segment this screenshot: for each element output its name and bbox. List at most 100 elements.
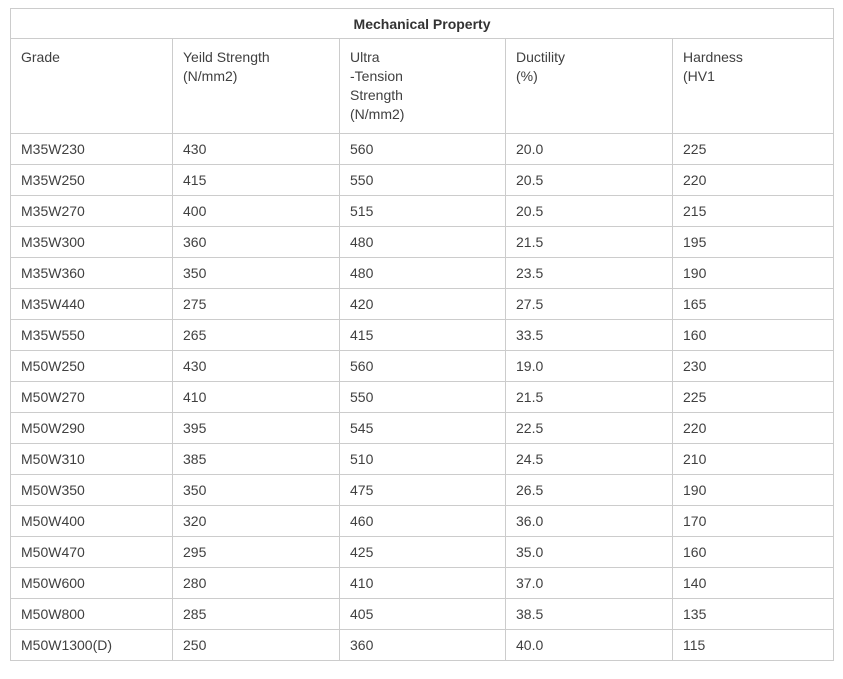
table-cell: 410 — [172, 381, 340, 413]
table-cell: M50W600 — [10, 567, 173, 599]
table-cell: 350 — [172, 474, 340, 506]
table-row: M50W310 385 510 24.5 210 — [10, 443, 835, 475]
table-row: M35W360 350 480 23.5 190 — [10, 257, 835, 289]
table-cell: 250 — [172, 629, 340, 661]
table-cell: 38.5 — [505, 598, 673, 630]
table-cell: 33.5 — [505, 319, 673, 351]
table-cell: 560 — [339, 133, 506, 165]
table-cell: 230 — [671, 350, 835, 382]
table-cell: M50W400 — [10, 505, 173, 537]
table-row: M35W250 415 550 20.5 220 — [10, 164, 835, 196]
table-cell: M50W350 — [10, 474, 173, 506]
table-cell: 27.5 — [505, 288, 673, 320]
table-cell: 26.5 — [505, 474, 673, 506]
table-cell: 410 — [339, 567, 506, 599]
table-row: M35W440 275 420 27.5 165 — [10, 288, 835, 320]
table-cell: 21.5 — [505, 381, 673, 413]
table-cell: M35W270 — [10, 195, 173, 227]
table-row: M50W600 280 410 37.0 140 — [10, 567, 835, 599]
table-cell: M35W440 — [10, 288, 173, 320]
table-cell: 210 — [671, 443, 835, 475]
table-cell: 190 — [671, 474, 835, 506]
table-row: M50W250 430 560 19.0 230 — [10, 350, 835, 382]
table-row: M35W230 430 560 20.0 225 — [10, 133, 835, 165]
mechanical-property-table: Mechanical Property Grade Yeild Strength… — [9, 8, 835, 661]
table-cell: 21.5 — [505, 226, 673, 258]
table-cell: 20.0 — [505, 133, 673, 165]
table-cell: 36.0 — [505, 505, 673, 537]
table-cell: 35.0 — [505, 536, 673, 568]
table-cell: 22.5 — [505, 412, 673, 444]
column-header-yield-strength: Yeild Strength (N/mm2) — [172, 38, 340, 134]
table-cell: 475 — [339, 474, 506, 506]
table-row: M50W1300(D) 250 360 40.0 115 — [10, 629, 835, 661]
table-cell: 350 — [172, 257, 340, 289]
table-cell: 295 — [172, 536, 340, 568]
column-header-hardness: Hardness (HV1 — [671, 38, 835, 134]
table-cell: 545 — [339, 412, 506, 444]
table-cell: 550 — [339, 381, 506, 413]
table-cell: 195 — [671, 226, 835, 258]
table-cell: M35W360 — [10, 257, 173, 289]
table-cell: M50W250 — [10, 350, 173, 382]
table-cell: 24.5 — [505, 443, 673, 475]
table-cell: 405 — [339, 598, 506, 630]
table-cell: 215 — [671, 195, 835, 227]
table-cell: 360 — [339, 629, 506, 661]
table-cell: 37.0 — [505, 567, 673, 599]
table-cell: 23.5 — [505, 257, 673, 289]
table-cell: 320 — [172, 505, 340, 537]
table-cell: 430 — [172, 350, 340, 382]
table-cell: 480 — [339, 226, 506, 258]
table-cell: M50W290 — [10, 412, 173, 444]
table-body: M35W230 430 560 20.0 225 M35W250 415 550 20.5 220… — [10, 133, 835, 661]
table-head: Mechanical Property Grade Yeild Strength… — [9, 8, 835, 134]
table-cell: 220 — [671, 412, 835, 444]
table-cell: 480 — [339, 257, 506, 289]
table-row: M35W550 265 415 33.5 160 — [10, 319, 835, 351]
table-cell: 560 — [339, 350, 506, 382]
table-cell: M50W310 — [10, 443, 173, 475]
table-cell: 225 — [671, 381, 835, 413]
table-cell: 115 — [671, 629, 835, 661]
table-cell: 430 — [172, 133, 340, 165]
table-cell: 515 — [339, 195, 506, 227]
table-row: M50W470 295 425 35.0 160 — [10, 536, 835, 568]
table-cell: 40.0 — [505, 629, 673, 661]
column-header-grade: Grade — [10, 38, 173, 134]
table-cell: 190 — [671, 257, 835, 289]
table-cell: M50W270 — [10, 381, 173, 413]
table-row: M35W300 360 480 21.5 195 — [10, 226, 835, 258]
table-row: M50W400 320 460 36.0 170 — [10, 505, 835, 537]
table-row: M50W290 395 545 22.5 220 — [10, 412, 835, 444]
table-cell: 275 — [172, 288, 340, 320]
table-cell: 160 — [671, 536, 835, 568]
table-cell: M35W300 — [10, 226, 173, 258]
column-header-ductility: Ductility (%) — [505, 38, 673, 134]
table-row: M50W270 410 550 21.5 225 — [10, 381, 835, 413]
table-row: M35W270 400 515 20.5 215 — [10, 195, 835, 227]
table-cell: M50W470 — [10, 536, 173, 568]
title-row: Mechanical Property — [9, 8, 835, 39]
table-cell: 415 — [172, 164, 340, 196]
table-cell: 135 — [671, 598, 835, 630]
table-cell: 420 — [339, 288, 506, 320]
header-row: Grade Yeild Strength (N/mm2) Ultra -Tens… — [10, 38, 835, 134]
table-cell: M35W230 — [10, 133, 173, 165]
table-cell: 140 — [671, 567, 835, 599]
table-cell: 280 — [172, 567, 340, 599]
table-cell: 400 — [172, 195, 340, 227]
table-cell: 165 — [671, 288, 835, 320]
table-cell: 415 — [339, 319, 506, 351]
table-cell: 225 — [671, 133, 835, 165]
table-cell: 360 — [172, 226, 340, 258]
table-cell: 170 — [671, 505, 835, 537]
table-cell: 510 — [339, 443, 506, 475]
table-cell: 20.5 — [505, 164, 673, 196]
table-cell: 160 — [671, 319, 835, 351]
table-cell: M50W1300(D) — [10, 629, 173, 661]
table-cell: 460 — [339, 505, 506, 537]
table-row: M50W350 350 475 26.5 190 — [10, 474, 835, 506]
table-row: M50W800 285 405 38.5 135 — [10, 598, 835, 630]
